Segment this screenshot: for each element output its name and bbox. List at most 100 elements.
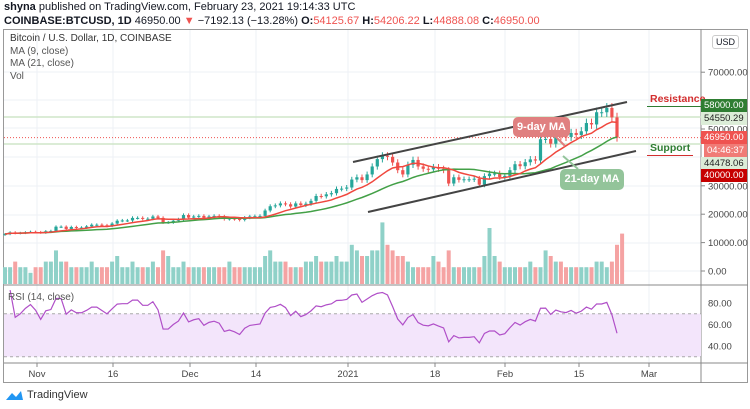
volume-bar bbox=[156, 267, 160, 284]
time-axis-label: 18 bbox=[430, 369, 441, 380]
legend-ma9[interactable]: MA (9, close) bbox=[10, 45, 69, 57]
volume-bar bbox=[171, 267, 176, 284]
author: shyna bbox=[4, 1, 36, 13]
chart-legend: Bitcoin / U.S. Dollar, 1D, COINBASE MA (… bbox=[10, 33, 172, 83]
volume-bar bbox=[477, 267, 482, 284]
last-price-tag: 46950.00 bbox=[701, 131, 747, 144]
ma21-annotation: 21-day MA bbox=[560, 169, 624, 190]
candle-body bbox=[125, 220, 129, 222]
ma9-annotation: 9-day MA bbox=[513, 117, 570, 137]
candle-body bbox=[3, 234, 7, 236]
volume-bar bbox=[191, 267, 196, 284]
low-value: 44888.08 bbox=[433, 15, 480, 27]
volume-bar bbox=[181, 261, 186, 284]
volume-bar bbox=[344, 261, 349, 284]
candle-body bbox=[549, 138, 553, 144]
volume-bar bbox=[523, 267, 528, 284]
candle-body bbox=[472, 178, 476, 180]
rsi-axis-label: 80.00 bbox=[708, 299, 732, 310]
volume-bar bbox=[589, 267, 594, 284]
chart-frame[interactable] bbox=[3, 29, 748, 383]
volume-bar bbox=[518, 267, 523, 284]
volume-bar bbox=[594, 261, 599, 284]
rsi-axis-label: 60.00 bbox=[708, 320, 732, 331]
open-label: O: bbox=[301, 15, 314, 27]
volume-bar bbox=[502, 267, 507, 284]
candle-body bbox=[289, 204, 293, 207]
candle-body bbox=[146, 218, 150, 220]
high-value: 54206.22 bbox=[373, 15, 420, 27]
tradingview-logo[interactable]: TradingView bbox=[4, 389, 88, 401]
volume-bar bbox=[365, 256, 370, 284]
candle-body bbox=[294, 203, 298, 207]
volume-bar bbox=[360, 256, 364, 284]
volume-bar bbox=[64, 261, 69, 284]
volume-bar bbox=[472, 267, 477, 284]
volume-bar bbox=[314, 256, 319, 284]
volume-bar bbox=[334, 256, 339, 284]
time-axis-label: Mar bbox=[641, 369, 657, 380]
candle-body bbox=[110, 223, 114, 226]
candle-body bbox=[238, 219, 242, 221]
resistance-label: Resistance bbox=[647, 94, 709, 107]
legend-vol[interactable]: Vol bbox=[10, 70, 24, 82]
last-price: 46950.00 bbox=[134, 15, 181, 27]
volume-bar bbox=[370, 250, 375, 284]
volume-bar bbox=[161, 250, 166, 284]
candle-body bbox=[314, 196, 318, 201]
candle-body bbox=[380, 155, 384, 160]
open-value: 54125.67 bbox=[313, 15, 360, 27]
candle-body bbox=[462, 179, 466, 181]
candle-body bbox=[391, 156, 395, 163]
channel-upper-line bbox=[352, 101, 628, 163]
volume-bar bbox=[390, 250, 395, 284]
candle-body bbox=[192, 216, 196, 218]
volume-bar bbox=[3, 267, 7, 284]
volume-bar bbox=[43, 261, 48, 284]
rsi-band bbox=[4, 313, 701, 357]
candle-body bbox=[370, 166, 374, 175]
volume-bar bbox=[324, 261, 329, 284]
volume-bar bbox=[99, 267, 104, 284]
volume-bar bbox=[395, 256, 400, 284]
candle-body bbox=[452, 177, 456, 184]
high-label: H: bbox=[362, 15, 374, 27]
volume-bar bbox=[94, 267, 99, 284]
candle-body bbox=[324, 194, 328, 197]
volume-bar bbox=[564, 267, 568, 284]
candle-body bbox=[156, 216, 160, 218]
candle-body bbox=[136, 217, 140, 219]
volume-bar bbox=[462, 267, 466, 284]
volume-bar bbox=[217, 267, 222, 284]
currency-button[interactable]: USD bbox=[712, 35, 740, 49]
candle-body bbox=[187, 215, 191, 218]
candle-body bbox=[130, 217, 135, 221]
candle-body bbox=[304, 203, 308, 206]
channel-lower-line bbox=[367, 150, 637, 213]
volume-bar bbox=[54, 250, 58, 284]
candle-body bbox=[513, 164, 517, 171]
volume-bar bbox=[89, 261, 94, 284]
candle-body bbox=[477, 178, 481, 185]
volume-bar bbox=[349, 244, 354, 284]
publish-info: shyna published on TradingView.com, Febr… bbox=[4, 1, 355, 13]
candle-body bbox=[278, 203, 282, 206]
volume-bar bbox=[298, 267, 303, 284]
volume-bar bbox=[150, 261, 155, 284]
time-axis-label: 15 bbox=[574, 369, 585, 380]
volume-bar bbox=[293, 267, 298, 284]
volume-bar bbox=[252, 267, 257, 284]
candle-body bbox=[181, 215, 186, 220]
candle-body bbox=[334, 188, 339, 194]
legend-ma21[interactable]: MA (21, close) bbox=[10, 58, 74, 69]
volume-bar bbox=[416, 267, 421, 284]
volume-bar bbox=[48, 261, 53, 284]
volume-bar bbox=[426, 267, 431, 284]
candle-body bbox=[411, 159, 415, 165]
price-change: −7192.13 (−13.28%) bbox=[197, 15, 299, 27]
symbol-info: COINBASE:BTCUSD, 1D 46950.00 ▼ −7192.13 … bbox=[4, 15, 540, 27]
rsi-axis-label: 40.00 bbox=[708, 342, 732, 353]
ma9-line bbox=[4, 121, 618, 235]
volume-bar bbox=[569, 267, 574, 284]
